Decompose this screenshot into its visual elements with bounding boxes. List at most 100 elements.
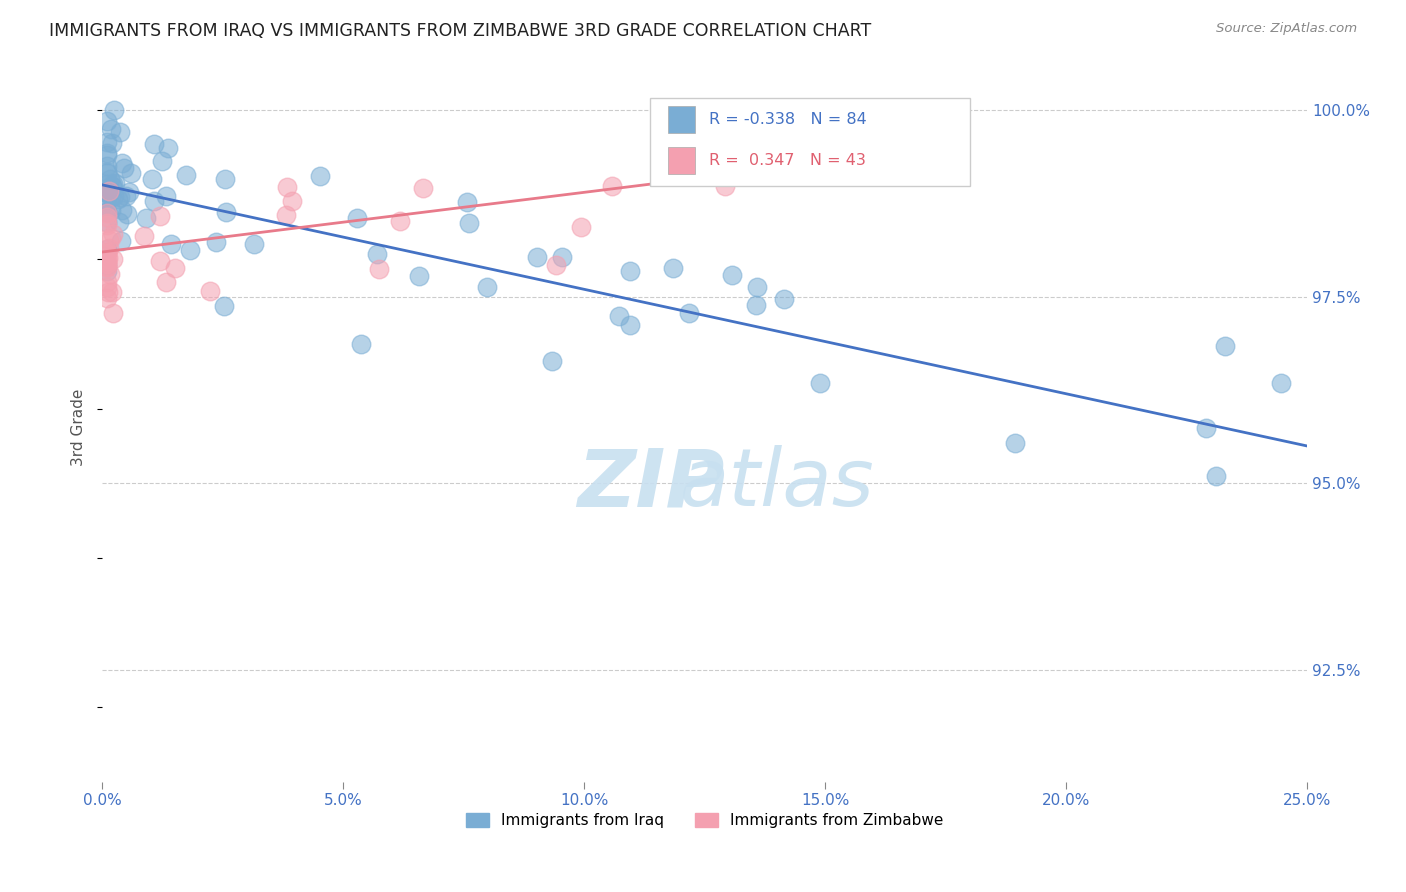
Point [97,181,120,195]
Point [107,214,129,228]
Point [101,252,124,266]
Point [98,241,121,255]
Point [150,154,173,169]
Point [101,285,124,300]
Point [662,261,685,276]
Point [165,260,187,275]
Point [176,168,198,182]
Point [747,280,769,294]
Point [200,284,222,298]
Point [721,268,744,283]
Point [366,247,388,261]
Point [96,165,118,179]
Point [155,189,177,203]
Point [98,233,121,247]
Point [96,253,118,268]
Point [148,254,170,268]
Point [134,228,156,243]
Point [569,219,592,234]
Point [1213,339,1236,353]
Point [97,285,120,300]
Point [96,205,118,219]
Point [103,103,125,117]
Point [215,205,238,219]
Point [135,211,157,225]
Point [107,192,129,206]
Point [96,188,118,202]
Point [98,171,121,186]
Point [619,263,641,277]
Point [458,215,481,229]
Point [96,205,118,219]
Point [212,299,235,313]
Point [96,204,118,219]
Point [96,242,118,256]
Point [101,179,124,194]
Point [110,235,132,249]
Point [179,244,201,258]
Point [350,337,373,351]
Point [155,276,177,290]
Point [101,178,124,192]
Point [100,122,122,136]
Text: R =  0.347   N = 43: R = 0.347 N = 43 [710,153,866,169]
Point [142,136,165,151]
Point [111,203,134,218]
Point [281,194,304,209]
Point [600,178,623,193]
Point [713,179,735,194]
Point [96,215,118,229]
Point [110,190,132,204]
Point [346,211,368,225]
Point [526,250,548,264]
Point [96,246,118,260]
Point [243,237,266,252]
Point [112,161,135,176]
Point [730,124,752,138]
Point [100,190,122,204]
Point [156,141,179,155]
Point [96,135,118,149]
Point [115,189,138,203]
Point [214,172,236,186]
Point [96,177,118,191]
Point [678,306,700,320]
Text: Source: ZipAtlas.com: Source: ZipAtlas.com [1216,22,1357,36]
Legend: Immigrants from Iraq, Immigrants from Zimbabwe: Immigrants from Iraq, Immigrants from Zi… [460,807,949,834]
Point [96,206,118,220]
Bar [668,106,695,133]
Point [274,208,297,222]
Point [141,171,163,186]
Point [412,181,434,195]
Point [745,298,768,312]
Point [96,260,118,274]
Point [101,179,124,194]
Point [1205,468,1227,483]
Point [97,251,120,265]
Point [100,268,122,282]
Point [96,279,118,293]
Point [808,376,831,390]
Point [96,216,118,230]
Text: atlas: atlas [679,445,875,523]
Point [768,109,790,123]
Point [149,209,172,223]
Point [96,166,118,180]
Point [100,231,122,245]
Point [1004,435,1026,450]
Point [408,269,430,284]
Point [96,186,118,201]
Point [110,125,132,139]
Point [96,194,118,209]
Point [1270,376,1292,390]
Point [619,318,641,332]
Text: R = -0.338   N = 84: R = -0.338 N = 84 [710,112,868,128]
Point [388,214,411,228]
Point [100,136,122,151]
Point [103,189,125,203]
Point [142,194,165,208]
Point [104,176,127,190]
Y-axis label: 3rd Grade: 3rd Grade [72,389,86,466]
Point [103,305,125,319]
Point [475,280,498,294]
